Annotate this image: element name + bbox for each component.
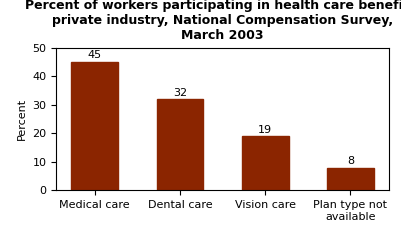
Text: 19: 19 — [258, 125, 272, 135]
Text: 8: 8 — [347, 156, 354, 166]
Title: Percent of workers participating in health care benefits,
private industry, Nati: Percent of workers participating in heal… — [25, 0, 401, 42]
Bar — [156, 99, 203, 190]
Text: 45: 45 — [88, 50, 102, 60]
Y-axis label: Percent: Percent — [17, 98, 27, 140]
Bar — [242, 136, 289, 190]
Bar — [327, 168, 374, 190]
Text: 32: 32 — [173, 88, 187, 98]
Bar — [71, 62, 118, 190]
